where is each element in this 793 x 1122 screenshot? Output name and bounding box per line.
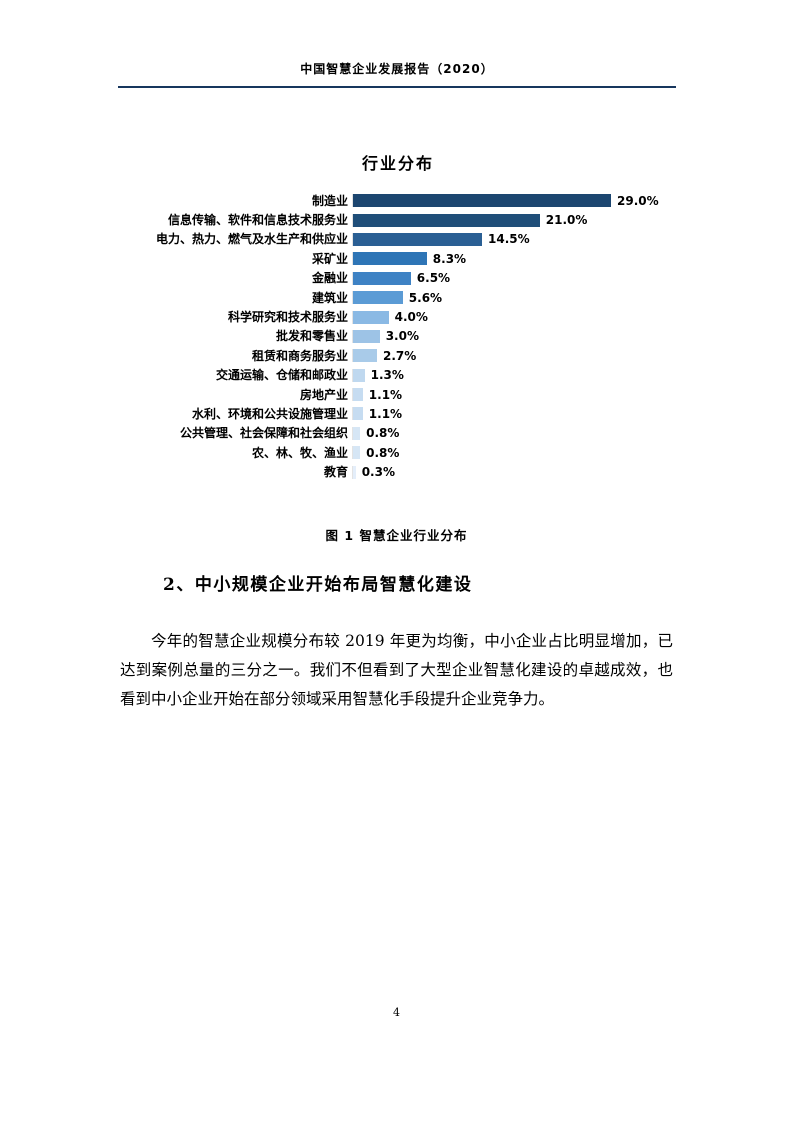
bar-track: 0.8% bbox=[352, 426, 678, 441]
bar-category-label: 科学研究和技术服务业 bbox=[227, 310, 348, 325]
chart-row: 采矿业 8.3% bbox=[118, 249, 678, 268]
chart-row: 信息传输、软件和信息技术服务业 21.0% bbox=[118, 210, 678, 229]
bar-track: 3.0% bbox=[352, 329, 678, 344]
bar-track: 0.8% bbox=[352, 445, 678, 460]
figure-caption: 图 1 智慧企业行业分布 bbox=[325, 528, 468, 543]
bar-value-label: 8.3% bbox=[432, 251, 467, 266]
bar bbox=[353, 291, 403, 305]
chart-row: 电力、热力、燃气及水生产和供应业 14.5% bbox=[118, 230, 678, 249]
bar bbox=[353, 368, 365, 382]
bar-track: 6.5% bbox=[352, 271, 678, 286]
chart-rows: 制造业 29.0% 信息传输、软件和信息技术服务业 21.0% 电力、热力、燃气及水生产… bbox=[118, 191, 678, 482]
bar bbox=[353, 446, 361, 460]
bar-category-label: 信息传输、软件和信息技术服务业 bbox=[167, 213, 348, 228]
bar-category-label: 制造业 bbox=[311, 193, 348, 208]
bar bbox=[353, 232, 482, 246]
bar-category-label: 房地产业 bbox=[299, 387, 348, 402]
bar-track: 1.1% bbox=[352, 406, 678, 421]
industry-distribution-chart: 行业分布 制造业 29.0% 信息传输、软件和信息技术服务业 21.0% 电力、热力、燃… bbox=[118, 150, 678, 482]
bar-category-label: 批发和零售业 bbox=[275, 329, 348, 344]
chart-row: 水利、环境和公共设施管理业 1.1% bbox=[118, 404, 678, 423]
bar bbox=[353, 271, 411, 285]
bar-category-label: 公共管理、社会保障和社会组织 bbox=[179, 426, 348, 441]
bar-track: 8.3% bbox=[352, 251, 678, 266]
chart-row: 公共管理、社会保障和社会组织 0.8% bbox=[118, 424, 678, 443]
bar-track: 14.5% bbox=[352, 232, 678, 247]
page-header: 中国智慧企业发展报告（2020） bbox=[118, 58, 676, 88]
bar bbox=[353, 465, 356, 479]
bar-category-label: 电力、热力、燃气及水生产和供应业 bbox=[155, 232, 348, 247]
chart-row: 金融业 6.5% bbox=[118, 269, 678, 288]
bar-track: 1.1% bbox=[352, 387, 678, 402]
bar bbox=[353, 310, 389, 324]
bar-value-label: 1.3% bbox=[370, 368, 404, 383]
chart-row: 交通运输、仓储和邮政业 1.3% bbox=[118, 366, 678, 385]
chart-row: 房地产业 1.1% bbox=[118, 385, 678, 404]
bar bbox=[353, 407, 363, 421]
bar-category-label: 租赁和商务服务业 bbox=[251, 348, 348, 363]
bar-value-label: 0.8% bbox=[366, 426, 400, 441]
bar-track: 29.0% bbox=[352, 193, 678, 208]
bar-value-label: 14.5% bbox=[488, 232, 530, 247]
bar-track: 0.3% bbox=[352, 465, 678, 480]
bar bbox=[353, 388, 363, 402]
chart-row: 建筑业 5.6% bbox=[118, 288, 678, 307]
bar-value-label: 4.0% bbox=[394, 310, 428, 325]
bar-category-label: 建筑业 bbox=[311, 290, 348, 305]
bar-category-label: 水利、环境和公共设施管理业 bbox=[191, 406, 348, 421]
bar-value-label: 2.7% bbox=[383, 348, 417, 363]
chart-row: 教育 0.3% bbox=[118, 462, 678, 481]
bar-value-label: 29.0% bbox=[617, 193, 659, 208]
body-paragraph: 今年的智慧企业规模分布较 2019 年更为均衡，中小企业占比明显增加，已达到案例… bbox=[120, 632, 673, 708]
bar bbox=[353, 426, 361, 440]
chart-row: 农、林、牧、渔业 0.8% bbox=[118, 443, 678, 462]
bar bbox=[353, 349, 377, 363]
bar-category-label: 交通运输、仓储和邮政业 bbox=[215, 368, 348, 383]
bar-track: 2.7% bbox=[352, 348, 678, 363]
bar-track: 5.6% bbox=[352, 290, 678, 305]
bar-track: 21.0% bbox=[352, 213, 678, 228]
bar-value-label: 6.5% bbox=[416, 271, 451, 286]
report-title: 中国智慧企业发展报告（2020） bbox=[300, 62, 494, 76]
bar-value-label: 1.1% bbox=[368, 406, 403, 421]
bar-value-label: 0.8% bbox=[366, 445, 400, 460]
bar bbox=[353, 329, 380, 343]
bar-track: 1.3% bbox=[352, 368, 678, 383]
bar bbox=[353, 194, 611, 208]
section-heading: 2、中小规模企业开始布局智慧化建设 bbox=[163, 575, 473, 595]
bar-value-label: 5.6% bbox=[408, 290, 443, 305]
bar-category-label: 教育 bbox=[323, 465, 348, 480]
bar-value-label: 1.1% bbox=[368, 387, 403, 402]
page-number: 4 bbox=[393, 1006, 400, 1019]
bar-category-label: 金融业 bbox=[311, 271, 348, 286]
bar-value-label: 3.0% bbox=[385, 329, 419, 344]
bar-value-label: 21.0% bbox=[545, 213, 588, 228]
bar bbox=[353, 213, 540, 227]
chart-title: 行业分布 bbox=[361, 154, 434, 173]
bar-value-label: 0.3% bbox=[361, 465, 395, 480]
chart-row: 租赁和商务服务业 2.7% bbox=[118, 346, 678, 365]
chart-row: 科学研究和技术服务业 4.0% bbox=[118, 307, 678, 326]
bar-track: 4.0% bbox=[352, 310, 678, 325]
bar-category-label: 农、林、牧、渔业 bbox=[251, 445, 348, 460]
chart-row: 批发和零售业 3.0% bbox=[118, 327, 678, 346]
chart-row: 制造业 29.0% bbox=[118, 191, 678, 210]
bar-category-label: 采矿业 bbox=[311, 251, 348, 266]
bar bbox=[353, 252, 427, 266]
